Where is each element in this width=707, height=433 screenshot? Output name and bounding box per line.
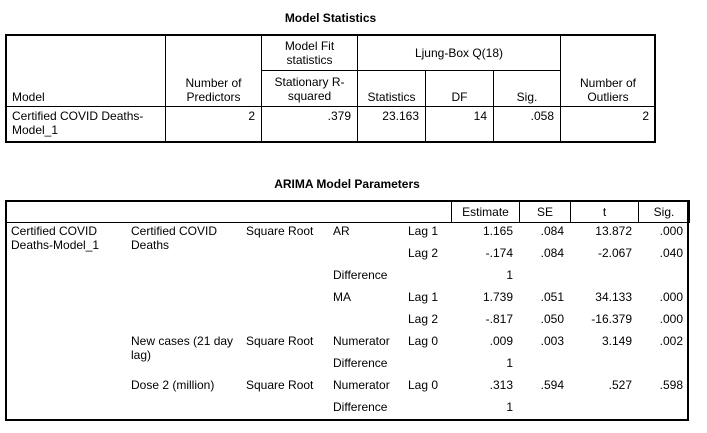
value-cell: 23.163 <box>357 106 426 143</box>
value-cell: -16.379 <box>591 312 632 326</box>
value-cell: .040 <box>659 246 683 260</box>
transformation: Square Root <box>246 378 314 392</box>
header-cell <box>5 200 452 223</box>
value-cell: .002 <box>659 334 683 348</box>
header-cell: SE <box>519 200 571 223</box>
value-cell: 34.133 <box>595 290 632 304</box>
value-cell: 1.739 <box>482 290 513 304</box>
value-cell: .527 <box>608 378 632 392</box>
value-cell: .000 <box>659 224 683 238</box>
component: Difference <box>333 356 388 370</box>
variable-name: Certified COVID Deaths <box>131 224 218 252</box>
variable-name: Dose 2 (million) <box>131 378 215 392</box>
component: Difference <box>333 268 388 282</box>
value-cell: 2 <box>165 106 262 143</box>
lag: Lag 2 <box>408 246 439 260</box>
value-cell: 1 <box>506 400 513 414</box>
value-cell: -.174 <box>485 246 513 260</box>
value-cell: .598 <box>659 378 683 392</box>
header-cell: DF <box>425 70 494 107</box>
header-cell: Ljung-Box Q(18) <box>357 34 561 71</box>
lag: Lag 1 <box>408 290 439 304</box>
value-cell: .058 <box>493 106 561 143</box>
header-cell: Sig. <box>638 200 690 223</box>
header-cell: Model <box>5 34 166 107</box>
header-cell: t <box>570 200 639 223</box>
value-cell: .050 <box>540 312 564 326</box>
row-label: Certified COVID Deaths-Model_1 <box>5 106 166 143</box>
component: Numerator <box>333 334 390 348</box>
header-cell: Number of Outliers <box>560 34 656 107</box>
value-cell: -.817 <box>485 312 513 326</box>
value-cell: .084 <box>540 224 564 238</box>
value-cell: .379 <box>261 106 358 143</box>
header-cell: Model Fit statistics <box>261 34 358 71</box>
header-cell: Stationary R-squared <box>261 70 358 107</box>
component: AR <box>333 224 350 238</box>
value-cell: 2 <box>560 106 656 143</box>
component: Numerator <box>333 378 390 392</box>
component: Difference <box>333 400 388 414</box>
value-cell: .051 <box>540 290 564 304</box>
value-cell: -2.067 <box>597 246 632 260</box>
lag: Lag 0 <box>408 334 439 348</box>
component: MA <box>333 290 351 304</box>
header-cell: Statistics <box>357 70 426 107</box>
header-cell: Sig. <box>493 70 561 107</box>
header-cell: Number of Predictors <box>165 34 262 107</box>
value-cell: .009 <box>489 334 513 348</box>
header-cell: Estimate <box>451 200 520 223</box>
value-cell: .084 <box>540 246 564 260</box>
lag: Lag 2 <box>408 312 439 326</box>
value-cell: 1 <box>506 268 513 282</box>
value-cell: .000 <box>659 312 683 326</box>
transformation: Square Root <box>246 224 314 238</box>
value-cell: 1 <box>506 356 513 370</box>
table-title: Model Statistics <box>284 11 377 25</box>
table-title: ARIMA Model Parameters <box>274 177 420 191</box>
lag: Lag 0 <box>408 378 439 392</box>
transformation: Square Root <box>246 334 314 348</box>
row-label: Certified COVID Deaths-Model_1 <box>11 224 100 252</box>
value-cell: 13.872 <box>595 224 632 238</box>
lag: Lag 1 <box>408 224 439 238</box>
value-cell: 14 <box>425 106 494 143</box>
value-cell: .000 <box>659 290 683 304</box>
value-cell: .003 <box>540 334 564 348</box>
value-cell: 3.149 <box>601 334 632 348</box>
variable-name: New cases (21 day lag) <box>131 334 234 362</box>
value-cell: .594 <box>540 378 564 392</box>
value-cell: 1.165 <box>482 224 513 238</box>
value-cell: .313 <box>489 378 513 392</box>
